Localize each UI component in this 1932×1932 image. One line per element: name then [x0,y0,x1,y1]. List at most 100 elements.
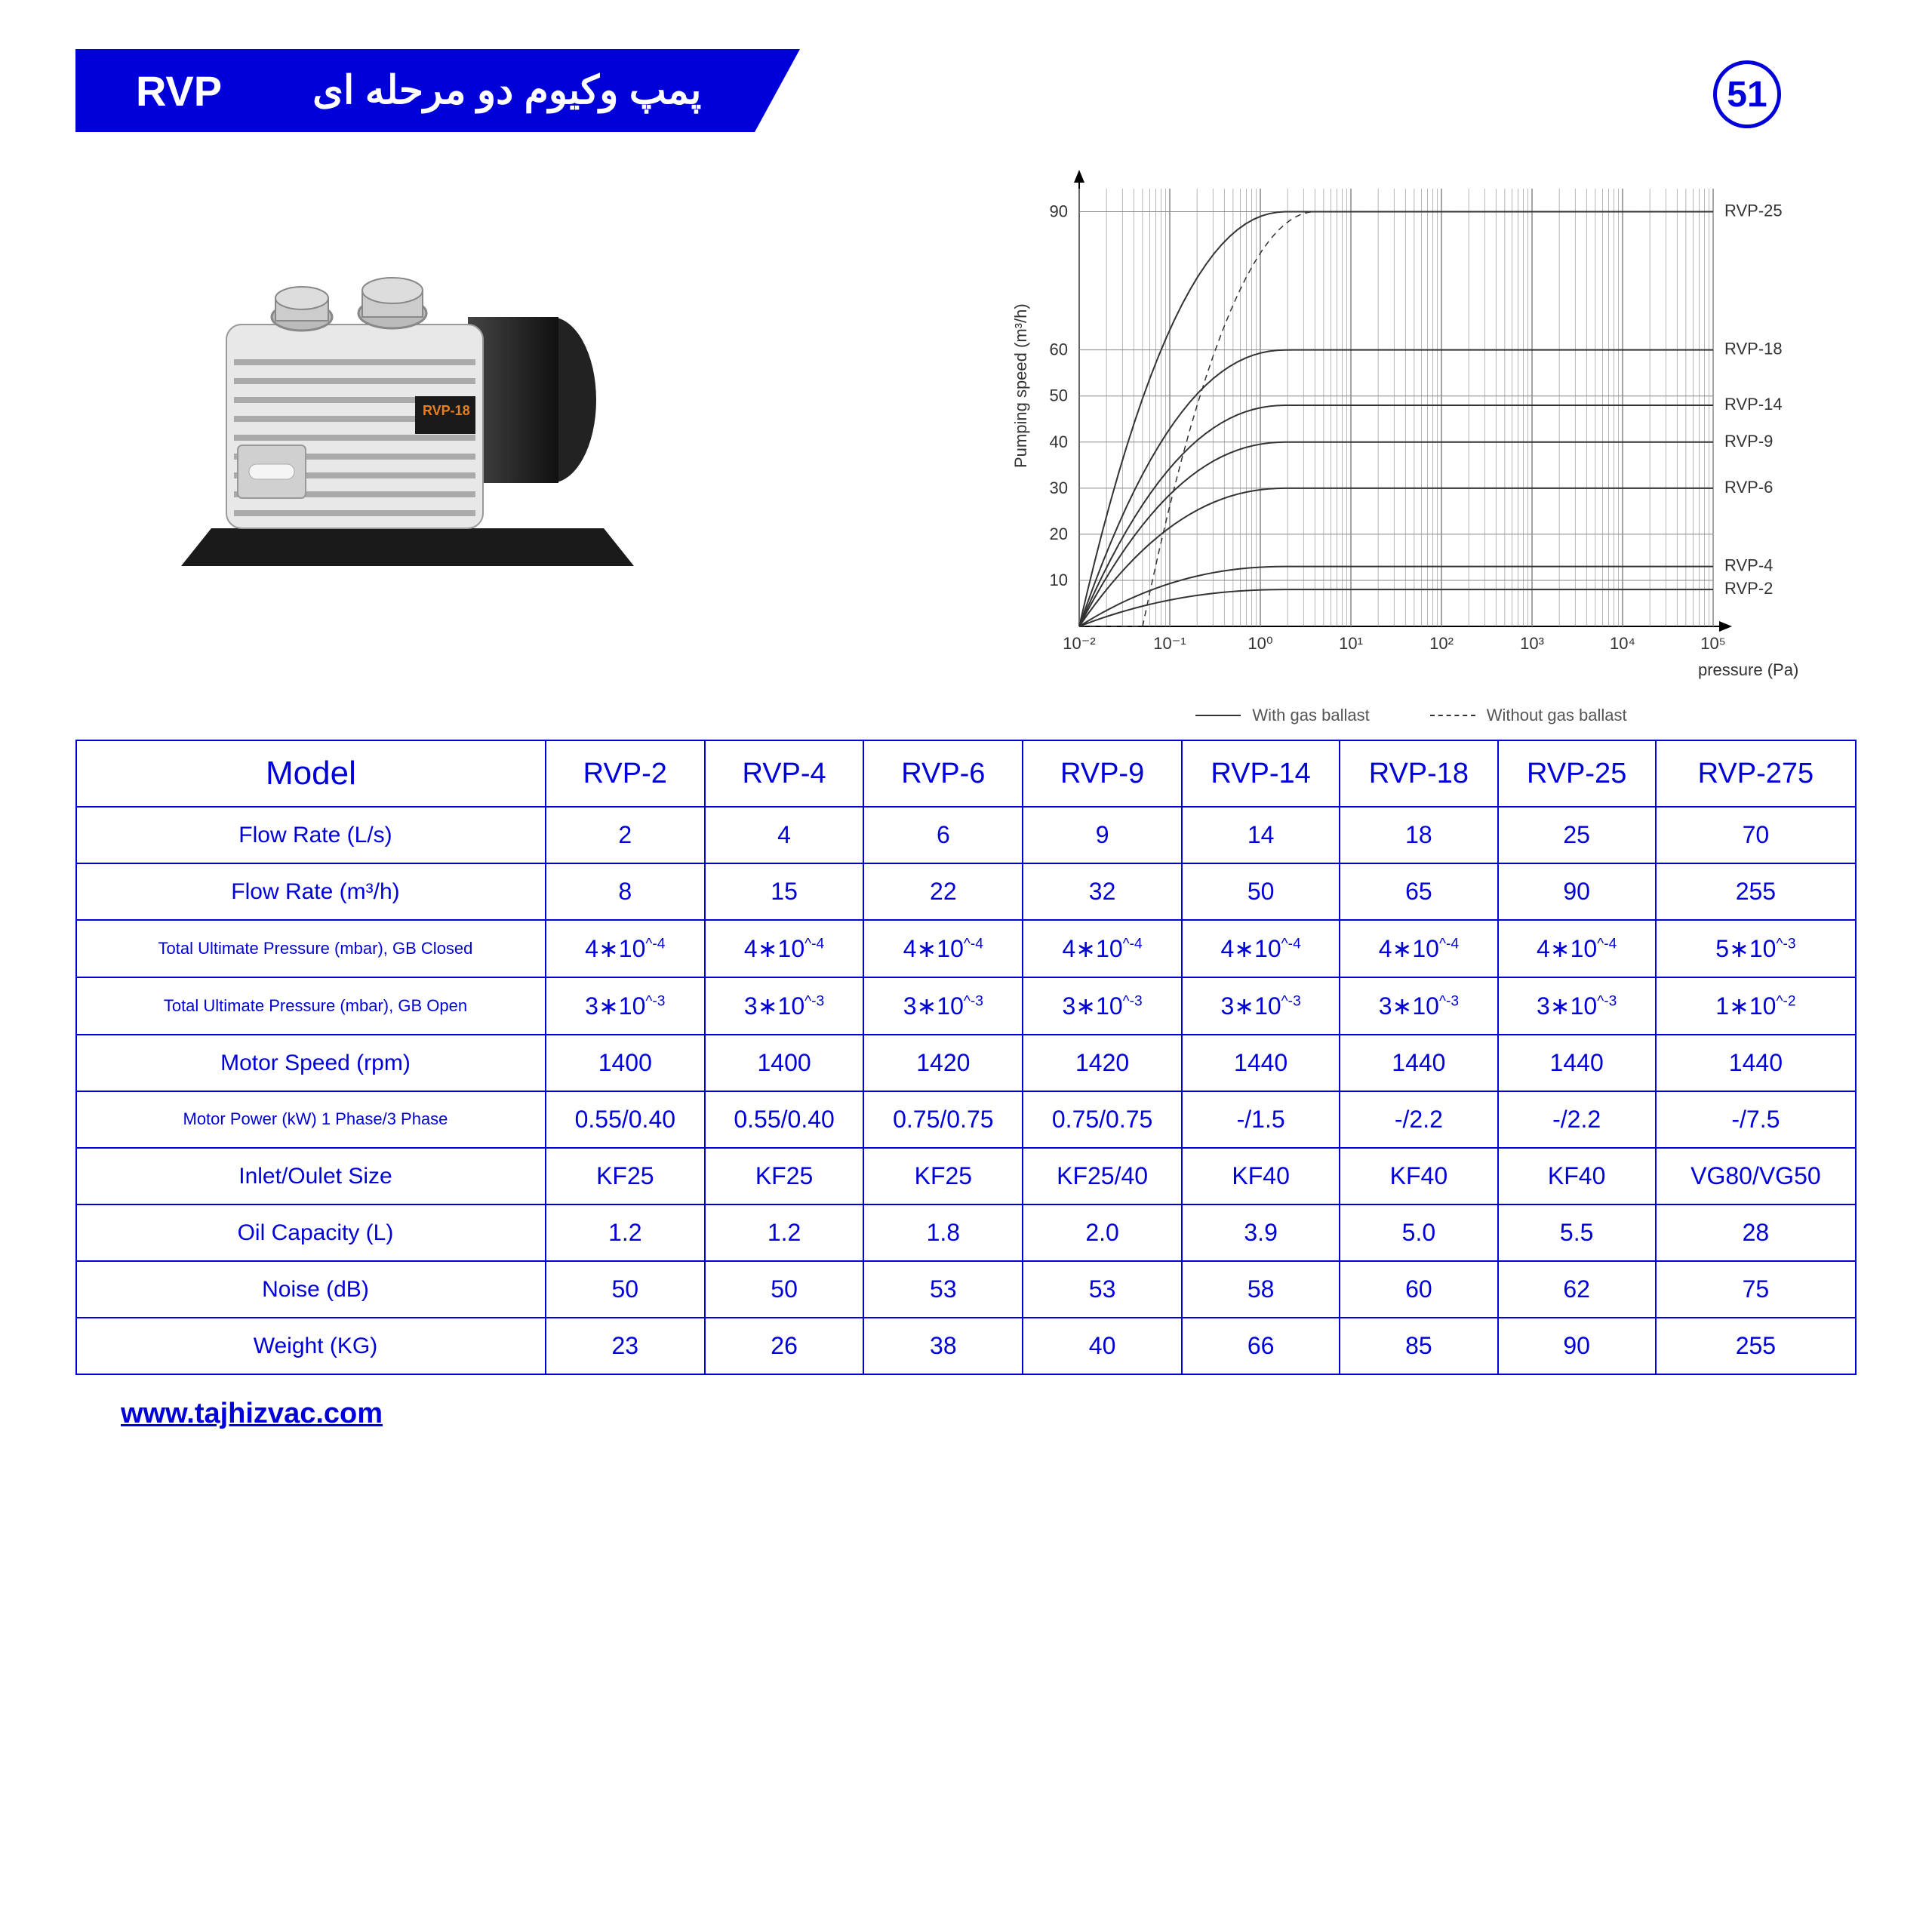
table-cell: 53 [1023,1261,1182,1318]
table-cell: 23 [546,1318,705,1374]
header-bar: RVP پمپ وکیوم دو مرحله ای 51 [75,45,1857,136]
column-header: RVP-25 [1498,740,1656,807]
svg-text:RVP-18: RVP-18 [1724,340,1783,358]
chart-legend: With gas ballast Without gas ballast [996,706,1826,725]
table-row: Motor Speed (rpm)14001400142014201440144… [76,1035,1856,1091]
column-header: RVP-14 [1182,740,1340,807]
table-row: Total Ultimate Pressure (mbar), GB Close… [76,920,1856,977]
table-cell: 6 [863,807,1023,863]
table-cell: -/2.2 [1498,1091,1656,1148]
table-cell: KF25/40 [1023,1148,1182,1204]
row-label: Flow Rate (L/s) [76,807,546,863]
svg-text:RVP-18: RVP-18 [423,403,470,418]
table-cell: 1440 [1656,1035,1856,1091]
table-cell: 1440 [1498,1035,1656,1091]
table-cell: -/7.5 [1656,1091,1856,1148]
table-cell: 5.5 [1498,1204,1656,1261]
table-cell: 1400 [705,1035,864,1091]
table-cell: KF25 [863,1148,1023,1204]
table-cell: 1.2 [546,1204,705,1261]
table-cell: 2 [546,807,705,863]
footer-url[interactable]: www.tajhizvac.com [121,1398,1857,1430]
svg-text:RVP-9: RVP-9 [1724,432,1773,451]
row-label: Motor Power (kW) 1 Phase/3 Phase [76,1091,546,1148]
svg-text:60: 60 [1050,340,1068,359]
table-cell: 0.55/0.40 [546,1091,705,1148]
title-banner: RVP پمپ وکیوم دو مرحله ای [75,49,800,132]
svg-text:RVP-25: RVP-25 [1724,202,1783,220]
table-row: Weight (KG)23263840668590255 [76,1318,1856,1374]
table-cell: 1440 [1340,1035,1497,1091]
row-label: Oil Capacity (L) [76,1204,546,1261]
table-cell: 28 [1656,1204,1856,1261]
table-cell: 0.75/0.75 [863,1091,1023,1148]
table-cell: 50 [546,1261,705,1318]
column-header: RVP-275 [1656,740,1856,807]
svg-text:30: 30 [1050,478,1068,497]
table-cell: 3.9 [1182,1204,1340,1261]
table-cell: 8 [546,863,705,920]
table-cell: 4∗10^-4 [1498,920,1656,977]
table-cell: 3∗10^-3 [1023,977,1182,1035]
table-cell: KF25 [705,1148,864,1204]
page-number-badge: 51 [1713,60,1781,128]
table-cell: 1440 [1182,1035,1340,1091]
svg-text:RVP-14: RVP-14 [1724,395,1783,414]
table-cell: KF25 [546,1148,705,1204]
table-cell: 4∗10^-4 [1182,920,1340,977]
table-cell: 1420 [1023,1035,1182,1091]
table-cell: 5∗10^-3 [1656,920,1856,977]
table-header-row: Model RVP-2RVP-4RVP-6RVP-9RVP-14RVP-18RV… [76,740,1856,807]
svg-text:Pumping speed (m³/h): Pumping speed (m³/h) [1011,303,1030,468]
specifications-table: Model RVP-2RVP-4RVP-6RVP-9RVP-14RVP-18RV… [75,740,1857,1375]
model-header: Model [76,740,546,807]
table-cell: 3∗10^-3 [546,977,705,1035]
row-label: Flow Rate (m³/h) [76,863,546,920]
table-cell: 4∗10^-4 [705,920,864,977]
mid-section: RVP-18 1020304050609010⁻²10⁻¹10⁰10¹10²10… [75,166,1857,694]
table-cell: 62 [1498,1261,1656,1318]
table-cell: 1.8 [863,1204,1023,1261]
svg-text:10⁻²: 10⁻² [1063,634,1095,653]
table-cell: 1420 [863,1035,1023,1091]
table-cell: 4∗10^-4 [1023,920,1182,977]
svg-text:10⁴: 10⁴ [1610,634,1635,653]
table-cell: 60 [1340,1261,1497,1318]
legend-with-ballast: With gas ballast [1252,706,1369,725]
table-cell: KF40 [1340,1148,1497,1204]
solid-line-icon [1195,715,1241,716]
table-row: Total Ultimate Pressure (mbar), GB Open3… [76,977,1856,1035]
table-cell: -/1.5 [1182,1091,1340,1148]
table-cell: VG80/VG50 [1656,1148,1856,1204]
table-cell: 32 [1023,863,1182,920]
row-label: Noise (dB) [76,1261,546,1318]
table-cell: 40 [1023,1318,1182,1374]
table-cell: 4∗10^-4 [863,920,1023,977]
table-cell: 1400 [546,1035,705,1091]
model-code: RVP [136,66,222,115]
table-cell: 4 [705,807,864,863]
table-cell: 9 [1023,807,1182,863]
title-fa: پمپ وکیوم دو مرحله ای [312,68,701,113]
table-cell: 18 [1340,807,1497,863]
svg-text:90: 90 [1050,202,1068,221]
table-cell: -/2.2 [1340,1091,1497,1148]
table-cell: 15 [705,863,864,920]
table-cell: 4∗10^-4 [1340,920,1497,977]
table-cell: 90 [1498,863,1656,920]
row-label: Total Ultimate Pressure (mbar), GB Open [76,977,546,1035]
table-row: Flow Rate (m³/h)8152232506590255 [76,863,1856,920]
column-header: RVP-4 [705,740,864,807]
svg-text:10⁵: 10⁵ [1700,634,1726,653]
table-cell: 53 [863,1261,1023,1318]
svg-text:10³: 10³ [1520,634,1544,653]
svg-text:40: 40 [1050,432,1068,451]
table-cell: 25 [1498,807,1656,863]
table-row: Inlet/Oulet SizeKF25KF25KF25KF25/40KF40K… [76,1148,1856,1204]
svg-text:10: 10 [1050,571,1068,589]
table-cell: 255 [1656,863,1856,920]
legend-solid: With gas ballast [1195,706,1369,725]
column-header: RVP-18 [1340,740,1497,807]
svg-text:10⁻¹: 10⁻¹ [1153,634,1186,653]
table-cell: 5.0 [1340,1204,1497,1261]
